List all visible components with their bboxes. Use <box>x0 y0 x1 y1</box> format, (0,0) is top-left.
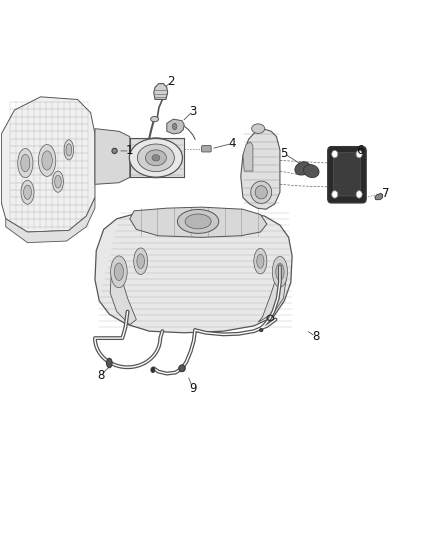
Ellipse shape <box>129 138 183 177</box>
Ellipse shape <box>251 181 272 204</box>
Ellipse shape <box>112 148 117 154</box>
Ellipse shape <box>276 263 284 280</box>
Circle shape <box>332 191 338 198</box>
Polygon shape <box>295 162 310 175</box>
Ellipse shape <box>24 185 32 199</box>
Polygon shape <box>243 142 253 171</box>
Text: 2: 2 <box>167 76 175 88</box>
Ellipse shape <box>173 123 177 130</box>
FancyBboxPatch shape <box>328 147 366 203</box>
Polygon shape <box>95 209 292 333</box>
Ellipse shape <box>111 256 127 288</box>
Ellipse shape <box>138 144 174 172</box>
Text: 3: 3 <box>189 104 197 118</box>
Ellipse shape <box>114 263 124 280</box>
Ellipse shape <box>185 214 211 229</box>
Ellipse shape <box>134 248 148 274</box>
Text: 1: 1 <box>126 144 134 157</box>
Text: 6: 6 <box>356 144 364 157</box>
Ellipse shape <box>64 140 74 160</box>
Text: 9: 9 <box>189 382 197 395</box>
Ellipse shape <box>18 149 33 177</box>
Polygon shape <box>95 128 130 184</box>
Ellipse shape <box>259 328 263 332</box>
Ellipse shape <box>301 167 313 172</box>
Polygon shape <box>6 198 95 243</box>
Polygon shape <box>241 128 280 209</box>
Circle shape <box>356 191 362 198</box>
Ellipse shape <box>53 171 64 192</box>
Text: 5: 5 <box>281 147 288 160</box>
Ellipse shape <box>137 254 145 269</box>
Polygon shape <box>304 165 319 177</box>
Ellipse shape <box>21 180 34 204</box>
Ellipse shape <box>129 139 183 177</box>
Polygon shape <box>167 119 184 134</box>
FancyBboxPatch shape <box>130 138 184 177</box>
FancyBboxPatch shape <box>333 152 360 196</box>
Polygon shape <box>154 84 168 100</box>
Ellipse shape <box>152 155 160 161</box>
Text: 8: 8 <box>97 369 104 382</box>
Ellipse shape <box>145 150 166 166</box>
Circle shape <box>332 150 338 158</box>
Ellipse shape <box>255 185 267 199</box>
Ellipse shape <box>179 365 185 372</box>
Ellipse shape <box>39 144 56 176</box>
Text: 4: 4 <box>228 137 236 150</box>
Polygon shape <box>130 207 267 237</box>
Ellipse shape <box>151 116 159 122</box>
Circle shape <box>356 150 362 158</box>
Text: 7: 7 <box>381 188 389 200</box>
Polygon shape <box>1 97 95 232</box>
Ellipse shape <box>257 254 264 268</box>
Ellipse shape <box>177 209 219 233</box>
Ellipse shape <box>106 358 112 368</box>
Ellipse shape <box>66 144 72 156</box>
Polygon shape <box>110 266 136 325</box>
Ellipse shape <box>55 175 61 188</box>
Ellipse shape <box>252 124 265 133</box>
Ellipse shape <box>272 256 288 287</box>
Ellipse shape <box>42 151 52 170</box>
Ellipse shape <box>254 248 267 274</box>
Ellipse shape <box>21 155 30 172</box>
Ellipse shape <box>151 367 155 373</box>
Text: 8: 8 <box>312 330 319 343</box>
FancyBboxPatch shape <box>201 146 211 152</box>
Polygon shape <box>258 266 286 322</box>
Polygon shape <box>375 193 383 200</box>
